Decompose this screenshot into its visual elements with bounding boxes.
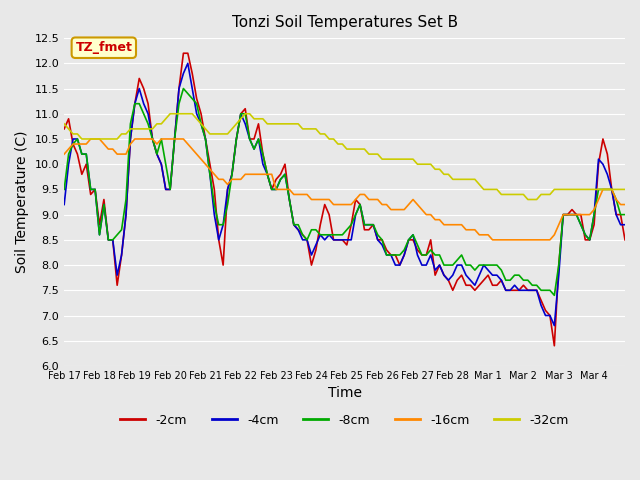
Title: Tonzi Soil Temperatures Set B: Tonzi Soil Temperatures Set B — [232, 15, 458, 30]
Text: TZ_fmet: TZ_fmet — [76, 41, 132, 54]
Y-axis label: Soil Temperature (C): Soil Temperature (C) — [15, 131, 29, 273]
Legend: -2cm, -4cm, -8cm, -16cm, -32cm: -2cm, -4cm, -8cm, -16cm, -32cm — [115, 409, 574, 432]
X-axis label: Time: Time — [328, 386, 362, 400]
